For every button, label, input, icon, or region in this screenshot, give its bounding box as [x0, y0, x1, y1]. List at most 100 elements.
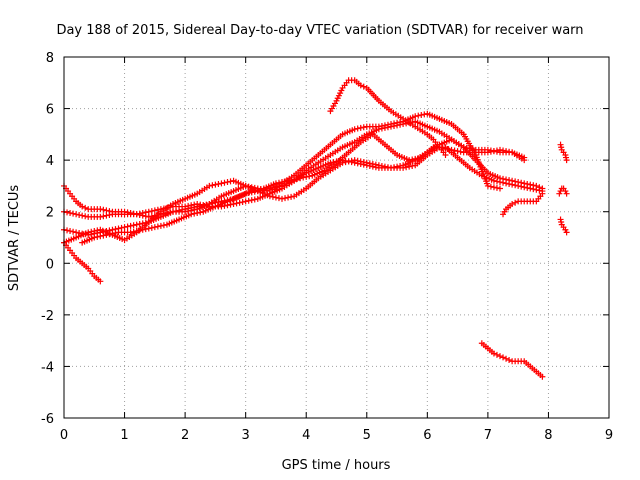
data-point	[282, 195, 289, 202]
data-point	[145, 213, 152, 220]
data-point	[67, 228, 74, 235]
data-point	[327, 159, 334, 166]
data-point	[148, 208, 155, 215]
data-point	[194, 203, 201, 210]
data-point	[97, 233, 104, 240]
data-point	[506, 180, 513, 187]
data-point	[200, 202, 207, 209]
series-trace-h	[478, 340, 546, 380]
data-point	[360, 83, 367, 90]
data-point	[103, 212, 110, 219]
data-point	[91, 228, 98, 235]
data-point	[163, 204, 170, 211]
data-point	[221, 179, 228, 186]
data-point	[409, 162, 416, 169]
data-point	[397, 121, 404, 128]
series-trace-j	[557, 141, 570, 164]
data-point	[73, 229, 80, 236]
data-point	[73, 211, 80, 218]
x-tick-label: 0	[60, 428, 68, 443]
data-point	[142, 219, 149, 226]
data-point	[409, 156, 416, 163]
data-point	[418, 112, 425, 119]
data-point	[224, 179, 231, 186]
data-point	[493, 184, 500, 191]
data-point	[381, 124, 388, 131]
y-tick-label: 8	[46, 51, 54, 66]
data-point	[266, 193, 273, 200]
data-point	[127, 229, 134, 236]
data-point	[279, 195, 285, 202]
data-point	[288, 177, 295, 184]
data-point	[306, 173, 313, 180]
data-point	[448, 146, 455, 153]
y-tick-label: 6	[46, 103, 54, 118]
x-tick-label: 8	[544, 428, 552, 443]
data-point	[227, 201, 234, 208]
data-point	[375, 162, 382, 169]
data-point	[521, 184, 528, 191]
data-point	[82, 213, 89, 220]
data-point	[500, 147, 507, 154]
data-point	[363, 159, 370, 166]
data-point	[451, 147, 458, 154]
data-point	[154, 206, 161, 213]
data-point	[218, 180, 225, 187]
data-point	[527, 185, 534, 192]
data-point	[242, 198, 249, 205]
data-point	[227, 178, 234, 185]
data-point	[512, 182, 519, 189]
data-point	[442, 145, 449, 152]
data-point	[124, 223, 131, 230]
data-point	[100, 206, 107, 213]
data-point	[421, 111, 428, 118]
data-point	[136, 220, 143, 227]
data-point	[157, 222, 164, 229]
data-point	[351, 126, 358, 133]
data-point	[563, 229, 570, 236]
data-point	[160, 222, 167, 229]
data-point	[530, 186, 537, 193]
data-point	[406, 163, 413, 170]
x-tick-label: 9	[605, 428, 613, 443]
data-point	[412, 113, 419, 120]
data-point	[500, 179, 507, 186]
data-point	[285, 194, 292, 201]
data-point	[487, 183, 494, 190]
data-point	[188, 204, 195, 211]
data-point	[288, 193, 295, 200]
chart-title: Day 188 of 2015, Sidereal Day-to-day VTE…	[56, 23, 583, 38]
data-point	[536, 187, 543, 194]
data-point	[372, 161, 379, 168]
data-point	[64, 209, 71, 216]
series-trace-c	[61, 118, 528, 220]
data-point	[297, 175, 304, 182]
data-point	[79, 212, 86, 219]
data-point	[490, 350, 497, 357]
y-tick-label: -2	[41, 309, 54, 324]
data-point	[133, 221, 140, 228]
data-point	[121, 224, 128, 231]
data-point	[497, 185, 503, 192]
data-point	[342, 159, 349, 166]
data-point	[197, 209, 204, 216]
y-tick-label: 0	[46, 257, 54, 272]
data-point	[375, 126, 382, 133]
data-point	[497, 353, 503, 360]
x-tick-label: 6	[423, 428, 431, 443]
data-point	[142, 226, 149, 233]
data-point	[185, 205, 192, 212]
data-point	[493, 147, 500, 154]
data-point	[272, 194, 279, 201]
data-point	[406, 157, 413, 164]
data-point	[133, 211, 140, 218]
data-point	[524, 184, 531, 191]
series-trace-f	[61, 144, 528, 246]
data-point	[533, 186, 540, 193]
data-point	[136, 210, 143, 217]
data-point	[384, 164, 391, 171]
data-point	[151, 207, 158, 214]
series-trace-l	[557, 216, 570, 236]
data-point	[391, 122, 398, 129]
data-point	[518, 183, 525, 190]
